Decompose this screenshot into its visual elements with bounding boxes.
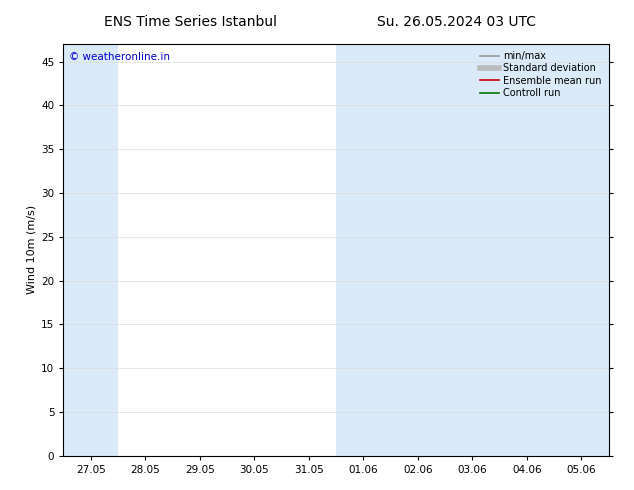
Text: © weatheronline.in: © weatheronline.in (69, 52, 170, 62)
Bar (63, 44, 118, 456)
Text: ENS Time Series Istanbul: ENS Time Series Istanbul (104, 15, 276, 29)
Bar (500, 44, 609, 456)
Legend: min/max, Standard deviation, Ensemble mean run, Controll run: min/max, Standard deviation, Ensemble me… (478, 49, 604, 100)
Text: Su. 26.05.2024 03 UTC: Su. 26.05.2024 03 UTC (377, 15, 536, 29)
Y-axis label: Wind 10m (m/s): Wind 10m (m/s) (27, 205, 37, 294)
Bar (336, 44, 500, 456)
